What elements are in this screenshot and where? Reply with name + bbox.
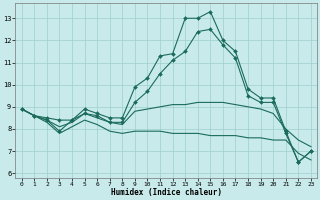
X-axis label: Humidex (Indice chaleur): Humidex (Indice chaleur) (111, 188, 222, 197)
